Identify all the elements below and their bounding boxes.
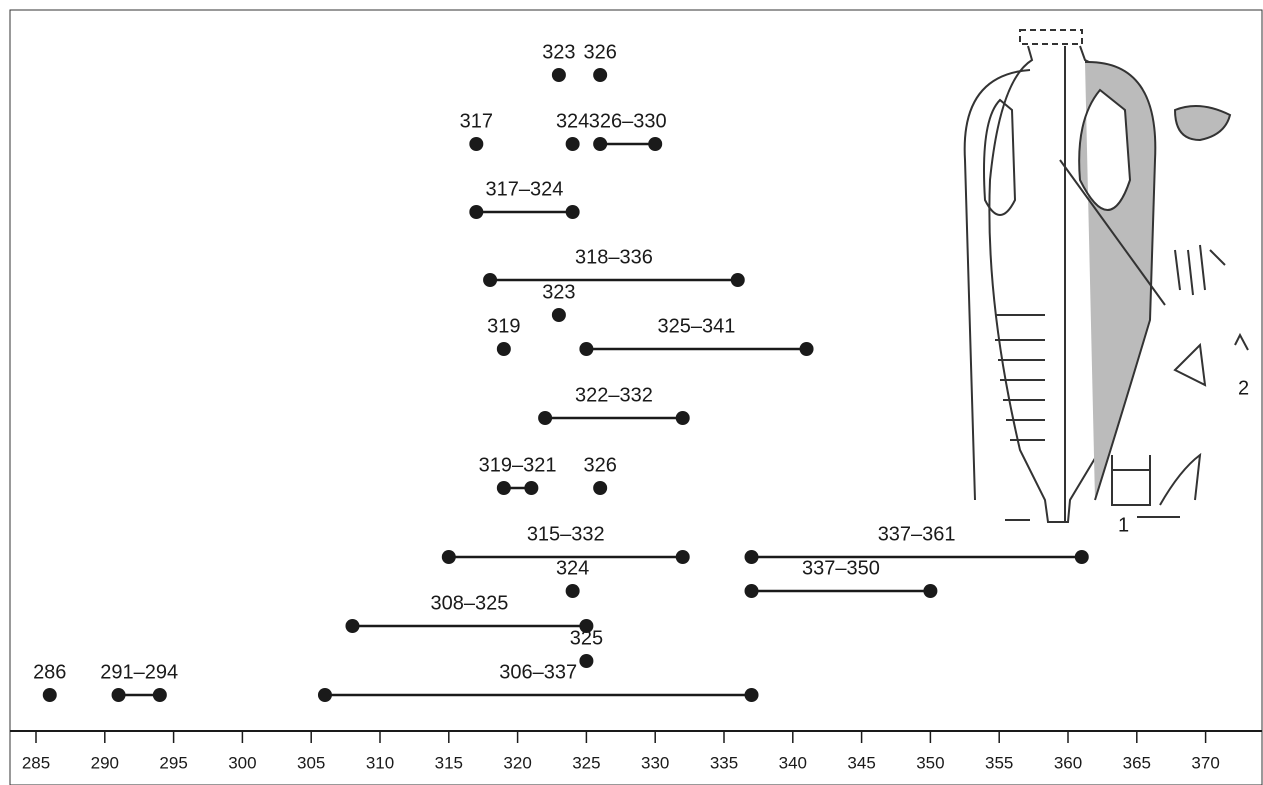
dot — [469, 205, 484, 219]
dot — [152, 688, 167, 702]
x-tick-label: 305 — [297, 753, 325, 772]
dot — [551, 68, 566, 82]
dot — [317, 688, 332, 702]
x-tick-label: 350 — [916, 753, 944, 772]
data-label: 326–330 — [589, 110, 667, 132]
dot — [565, 584, 580, 598]
dot — [744, 688, 759, 702]
dot — [593, 68, 608, 82]
dot — [345, 619, 360, 633]
figure-label: 1 — [1118, 514, 1129, 536]
data-label: 318–336 — [575, 246, 653, 268]
data-label: 322–332 — [575, 384, 653, 406]
dot — [496, 342, 511, 356]
data-label: 319 — [487, 315, 520, 337]
dot — [441, 550, 456, 564]
dot — [923, 584, 938, 598]
dot — [469, 137, 484, 151]
data-label: 319–321 — [479, 454, 557, 476]
x-tick-label: 330 — [641, 753, 669, 772]
x-tick-label: 345 — [847, 753, 875, 772]
figure-label: 2 — [1238, 377, 1249, 399]
data-label: 337–361 — [878, 523, 956, 545]
dot — [579, 654, 594, 668]
x-tick-label: 310 — [366, 753, 394, 772]
data-label: 306–337 — [499, 661, 577, 683]
data-label: 337–350 — [802, 557, 880, 579]
x-tick-label: 365 — [1123, 753, 1151, 772]
data-label: 325–341 — [658, 315, 736, 337]
data-label: 323 — [542, 281, 575, 303]
dot — [42, 688, 57, 702]
dot — [593, 481, 608, 495]
dot — [111, 688, 126, 702]
dot — [1074, 550, 1089, 564]
dot — [565, 205, 580, 219]
dot — [648, 137, 663, 151]
dot — [593, 137, 608, 151]
x-tick-label: 335 — [710, 753, 738, 772]
dot — [675, 550, 690, 564]
dot — [538, 411, 553, 425]
x-tick-label: 355 — [985, 753, 1013, 772]
data-label: 315–332 — [527, 523, 605, 545]
data-label: 324 — [556, 110, 589, 132]
dot — [730, 273, 745, 287]
dot — [565, 137, 580, 151]
dot — [551, 308, 566, 322]
dot — [799, 342, 814, 356]
x-tick-label: 300 — [228, 753, 256, 772]
x-tick-label: 340 — [779, 753, 807, 772]
x-tick-label: 295 — [159, 753, 187, 772]
data-label: 308–325 — [431, 592, 509, 614]
dot — [579, 342, 594, 356]
dot — [483, 273, 498, 287]
dot — [675, 411, 690, 425]
x-tick-label: 370 — [1191, 753, 1219, 772]
dot — [496, 481, 511, 495]
x-tick-label: 325 — [572, 753, 600, 772]
dot — [579, 619, 594, 633]
data-label: 286 — [33, 661, 66, 683]
dot — [744, 584, 759, 598]
data-label: 326 — [583, 454, 616, 476]
data-label: 323 — [542, 41, 575, 63]
data-label: 325 — [570, 627, 603, 649]
x-tick-label: 360 — [1054, 753, 1082, 772]
dot — [744, 550, 759, 564]
x-tick-label: 320 — [503, 753, 531, 772]
amphora-drawing — [963, 29, 1249, 523]
x-tick-label: 285 — [22, 753, 50, 772]
x-tick-label: 315 — [435, 753, 463, 772]
data-label: 317–324 — [486, 178, 564, 200]
dot — [524, 481, 539, 495]
data-label: 291–294 — [100, 661, 178, 683]
data-label: 324 — [556, 557, 589, 579]
data-label: 317 — [460, 110, 493, 132]
data-label: 326 — [583, 41, 616, 63]
frame — [9, 9, 1263, 785]
x-tick-label: 290 — [91, 753, 119, 772]
